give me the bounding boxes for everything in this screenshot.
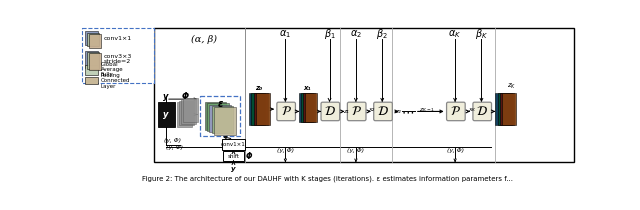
Text: z₁: z₁ bbox=[343, 109, 348, 114]
Bar bbox=[205, 102, 227, 130]
FancyBboxPatch shape bbox=[321, 102, 340, 121]
Bar bbox=[88, 53, 101, 70]
Text: Φ: Φ bbox=[182, 92, 189, 101]
Text: $\alpha_K$: $\alpha_K$ bbox=[449, 29, 461, 40]
Bar bbox=[303, 93, 315, 122]
Text: y: y bbox=[231, 166, 236, 172]
Bar bbox=[85, 31, 98, 45]
FancyBboxPatch shape bbox=[473, 102, 492, 121]
Bar bbox=[256, 93, 270, 125]
Text: z₂: z₂ bbox=[395, 109, 401, 114]
Bar bbox=[495, 93, 509, 125]
Text: $z_K$: $z_K$ bbox=[507, 81, 516, 91]
Bar bbox=[214, 107, 236, 135]
Bar bbox=[83, 28, 154, 83]
Text: shift: shift bbox=[227, 154, 239, 159]
Text: y: y bbox=[163, 92, 169, 101]
Text: $\alpha_1$: $\alpha_1$ bbox=[279, 29, 291, 40]
Bar bbox=[223, 151, 244, 161]
Text: x₁: x₁ bbox=[303, 85, 311, 91]
Bar bbox=[85, 77, 98, 84]
Text: $\cdots$: $\cdots$ bbox=[401, 105, 414, 118]
Text: (y, Φ): (y, Φ) bbox=[277, 148, 294, 153]
Text: $\beta_K$: $\beta_K$ bbox=[475, 28, 488, 41]
Text: y: y bbox=[163, 110, 169, 119]
Bar bbox=[498, 93, 511, 125]
Bar bbox=[209, 105, 231, 132]
Text: Fully
Connected
Layer: Fully Connected Layer bbox=[101, 72, 131, 89]
Text: $\alpha_2$: $\alpha_2$ bbox=[350, 29, 362, 40]
Bar bbox=[249, 93, 263, 125]
Text: (α, β): (α, β) bbox=[191, 34, 217, 44]
FancyBboxPatch shape bbox=[374, 102, 392, 121]
Bar bbox=[88, 34, 101, 47]
Bar bbox=[252, 93, 265, 125]
Text: $x_K$: $x_K$ bbox=[467, 106, 477, 114]
Bar bbox=[154, 28, 573, 162]
Text: Figure 2: The architecture of our DAUHF with K stages (iterations). ε estimates : Figure 2: The architecture of our DAUHF … bbox=[143, 176, 513, 182]
Bar bbox=[500, 93, 514, 125]
Bar bbox=[212, 106, 234, 133]
Bar bbox=[300, 93, 311, 122]
Text: ε: ε bbox=[218, 99, 223, 109]
Text: $\mathcal{P}$: $\mathcal{P}$ bbox=[351, 105, 362, 118]
Bar bbox=[182, 98, 198, 122]
Bar bbox=[207, 103, 229, 131]
Bar bbox=[85, 51, 98, 68]
Text: (y, Φ): (y, Φ) bbox=[447, 148, 463, 153]
Bar bbox=[180, 99, 196, 124]
Bar bbox=[85, 65, 98, 75]
Text: conv1×1: conv1×1 bbox=[221, 142, 246, 147]
Text: (y, Φ): (y, Φ) bbox=[166, 144, 183, 150]
Bar bbox=[179, 101, 195, 125]
Text: (y, Φ): (y, Φ) bbox=[164, 138, 182, 143]
Text: $\mathcal{D}$: $\mathcal{D}$ bbox=[476, 105, 488, 118]
Bar bbox=[157, 102, 175, 127]
Text: z₀: z₀ bbox=[255, 85, 262, 91]
FancyBboxPatch shape bbox=[447, 102, 465, 121]
FancyBboxPatch shape bbox=[348, 102, 366, 121]
Bar bbox=[87, 33, 99, 46]
Text: Φ: Φ bbox=[246, 152, 252, 161]
Text: (y, Φ): (y, Φ) bbox=[348, 148, 364, 153]
Text: $\mathcal{D}$: $\mathcal{D}$ bbox=[324, 105, 336, 118]
Text: $\mathcal{P}$: $\mathcal{P}$ bbox=[281, 105, 292, 118]
Bar bbox=[222, 139, 245, 150]
Bar bbox=[502, 93, 516, 125]
Text: x₂: x₂ bbox=[368, 107, 374, 112]
Text: $\mathcal{P}$: $\mathcal{P}$ bbox=[451, 105, 461, 118]
Text: $z_{K-1}$: $z_{K-1}$ bbox=[419, 106, 435, 114]
Bar bbox=[200, 96, 241, 136]
Bar bbox=[177, 102, 193, 127]
Bar bbox=[305, 93, 317, 122]
Text: $\beta_2$: $\beta_2$ bbox=[376, 28, 388, 41]
Bar bbox=[253, 93, 268, 125]
Bar bbox=[87, 52, 99, 69]
Text: Global
Average
Pooling: Global Average Pooling bbox=[101, 62, 124, 78]
FancyBboxPatch shape bbox=[277, 102, 296, 121]
Text: $\mathcal{D}$: $\mathcal{D}$ bbox=[377, 105, 389, 118]
Text: conv3×3
stride=2: conv3×3 stride=2 bbox=[104, 54, 132, 64]
Text: $\beta_1$: $\beta_1$ bbox=[324, 28, 335, 41]
Bar bbox=[301, 93, 313, 122]
Text: conv1×1: conv1×1 bbox=[104, 36, 132, 41]
